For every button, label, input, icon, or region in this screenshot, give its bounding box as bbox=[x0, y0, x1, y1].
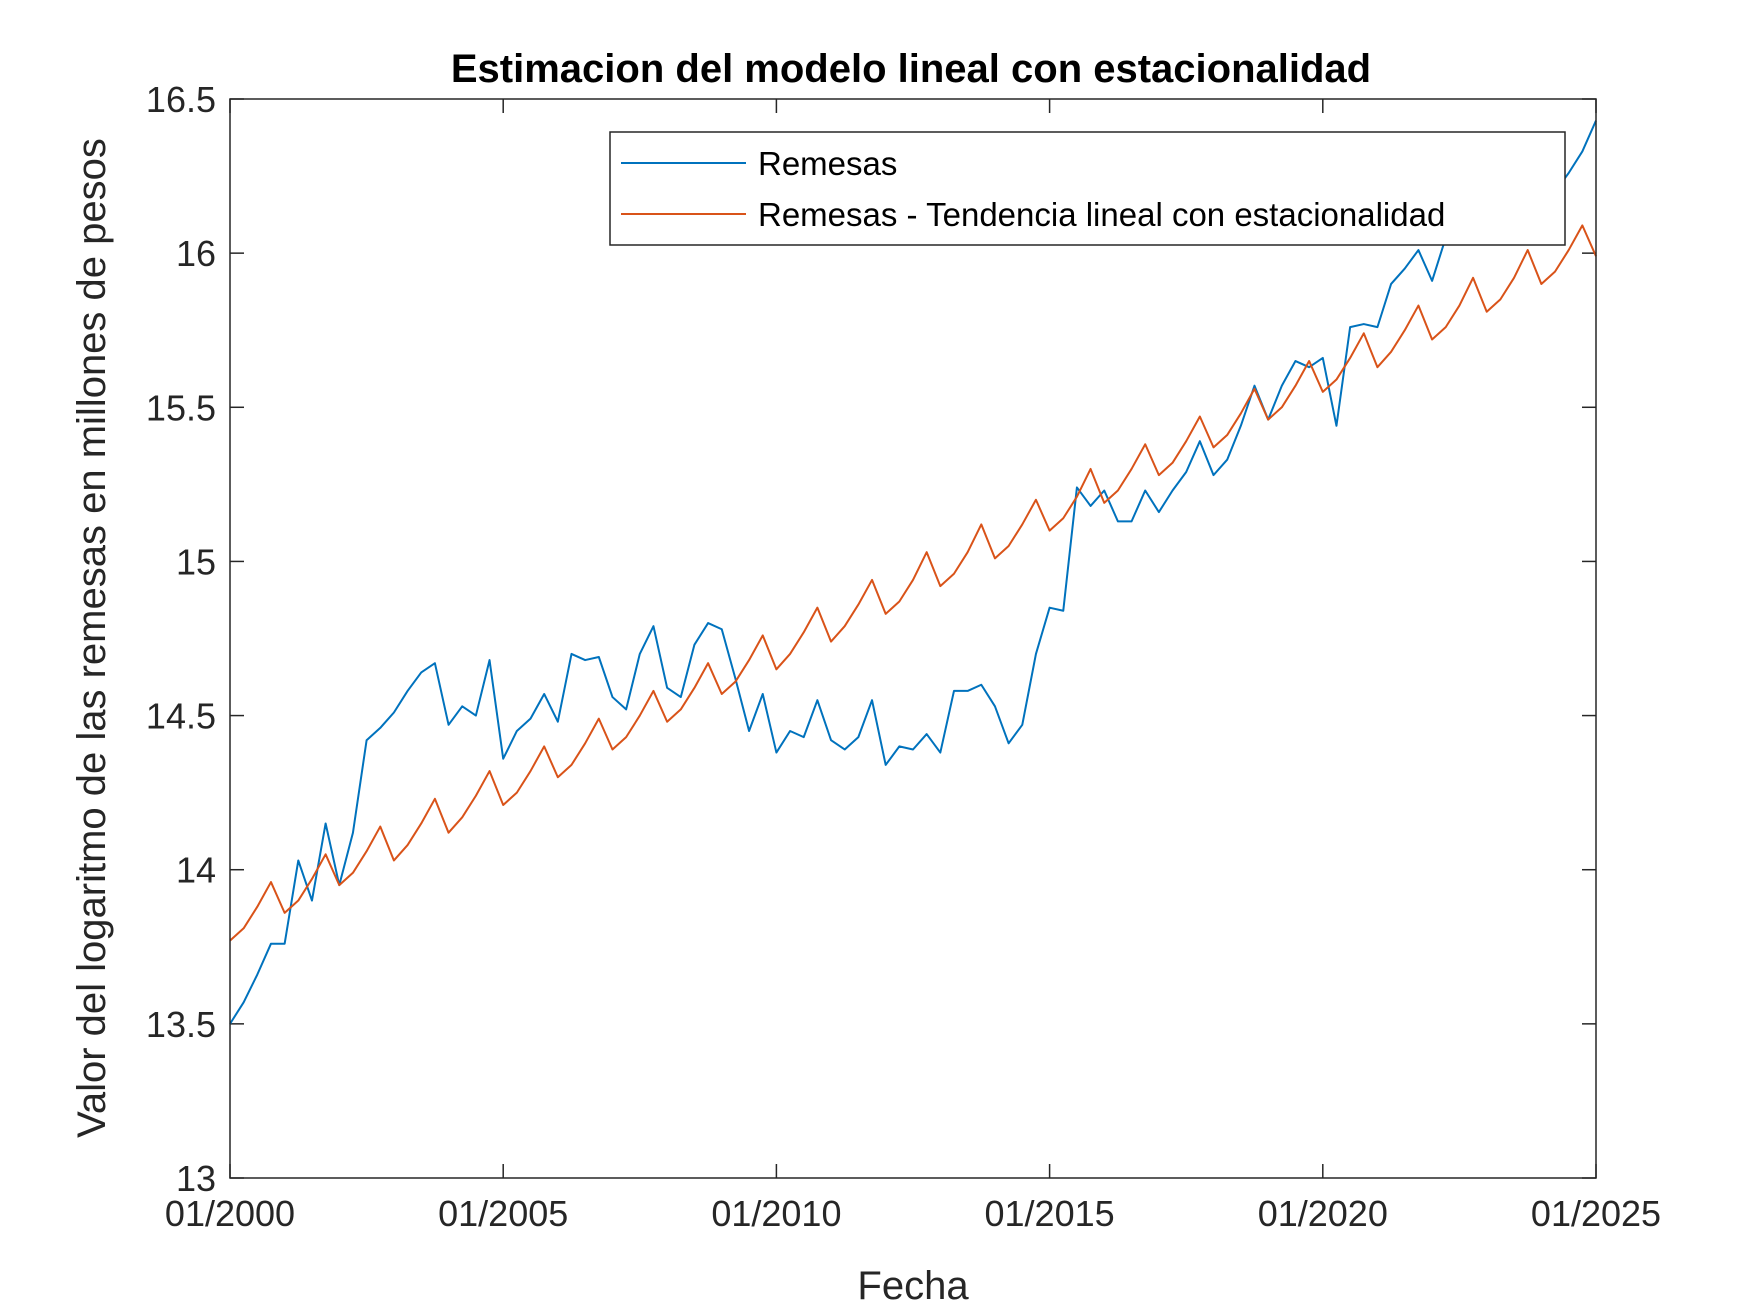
plot-frame bbox=[229, 98, 1597, 1179]
x-tick-label: 01/2000 bbox=[165, 1193, 295, 1234]
x-tick-label: 01/2020 bbox=[1258, 1193, 1388, 1234]
legend-label-tendencia: Remesas - Tendencia lineal con estaciona… bbox=[758, 196, 1445, 233]
x-tick-label: 01/2010 bbox=[711, 1193, 841, 1234]
legend-label-remesas: Remesas bbox=[758, 145, 897, 182]
x-tick-label: 01/2005 bbox=[438, 1193, 568, 1234]
chart-title: Estimacion del modelo lineal con estacio… bbox=[451, 47, 1371, 91]
series-line-tendencia bbox=[229, 224, 1597, 942]
y-tick-label: 15 bbox=[176, 541, 216, 582]
plot-area bbox=[230, 99, 1596, 1178]
y-tick-label: 14.5 bbox=[146, 696, 216, 737]
y-tick-label: 13.5 bbox=[146, 1004, 216, 1045]
x-axis-label: Fecha bbox=[857, 1264, 969, 1308]
legend: Remesas Remesas - Tendencia lineal con e… bbox=[609, 131, 1566, 246]
ticks: 01/2000 01/2005 01/2010 01/2015 01/2020 01/20… bbox=[146, 79, 1661, 1234]
x-tick-label: 01/2015 bbox=[985, 1193, 1115, 1234]
y-tick-label: 16 bbox=[176, 233, 216, 274]
y-tick-label: 14 bbox=[176, 850, 216, 891]
series-lines bbox=[229, 120, 1597, 1025]
y-tick-label: 15.5 bbox=[146, 387, 216, 428]
legend-box bbox=[609, 131, 1566, 246]
y-axis-label: Valor del logaritmo de las remesas en mi… bbox=[70, 138, 114, 1138]
y-tick-label: 16.5 bbox=[146, 79, 216, 120]
series-line-remesas bbox=[229, 120, 1597, 1025]
x-tick-label: 01/2025 bbox=[1531, 1193, 1661, 1234]
y-tick-label: 13 bbox=[176, 1158, 216, 1199]
